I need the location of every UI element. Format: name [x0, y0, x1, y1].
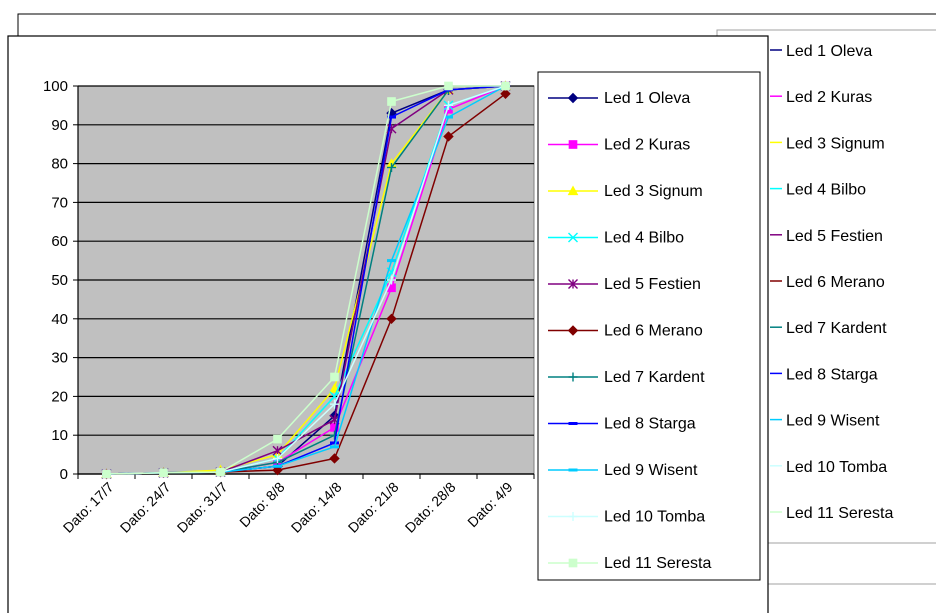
- data-point-led-6-merano: [443, 131, 454, 142]
- legend-label: Led 2 Kuras: [604, 137, 690, 154]
- data-point-led-5-festien: [272, 445, 283, 456]
- back-legend-item-led-9-wisent: Led 9 Wisent: [770, 413, 880, 430]
- y-tick-label: 50: [51, 272, 68, 289]
- back-legend-item-led-2-kuras: Led 2 Kuras: [770, 89, 872, 106]
- data-point-led-11-seresta: [444, 81, 453, 91]
- data-point-led-11-seresta: [330, 372, 339, 382]
- data-point-led-11-seresta: [387, 97, 396, 106]
- legend-label: Led 3 Signum: [604, 183, 703, 200]
- y-tick-label: 20: [51, 388, 68, 405]
- legend-box: [537, 71, 761, 581]
- data-point-led-10-tomba: [444, 100, 453, 110]
- legend-label: Led 8 Starga: [604, 416, 696, 433]
- back-legend-item-led-5-festien: Led 5 Festien: [770, 228, 883, 245]
- legend-label: Led 4 Bilbo: [604, 230, 684, 247]
- back-legend-label: Led 1 Oleva: [786, 43, 872, 60]
- legend-label: Led 6 Merano: [604, 323, 703, 340]
- data-point-led-10-tomba: [273, 453, 282, 463]
- series-group: [101, 80, 511, 480]
- back-legend-item-led-7-kardent: Led 7 Kardent: [770, 320, 887, 337]
- back-legend-label: Led 7 Kardent: [786, 320, 887, 337]
- y-tick-label: 10: [51, 427, 68, 444]
- legend-marker: [568, 372, 578, 382]
- back-legend-label: Led 6 Merano: [786, 274, 885, 291]
- data-point-led-6-merano: [386, 313, 397, 325]
- data-point-led-6-merano: [329, 453, 340, 464]
- back-legend-label: Led 2 Kuras: [786, 89, 872, 106]
- back-legend-item-led-1-oleva: Led 1 Oleva: [770, 43, 872, 60]
- data-point-led-10-tomba: [387, 275, 396, 285]
- data-point-led-8-starga: [330, 441, 339, 445]
- legend-item-led-4-bilbo: Led 4 Bilbo: [548, 230, 684, 247]
- back-legend: Led 1 Oleva Led 2 Kuras Led 3 Signum Led 4 …: [770, 43, 893, 522]
- data-point-led-10-tomba: [330, 399, 339, 409]
- back-legend-label: Led 4 Bilbo: [786, 182, 866, 199]
- legend-marker: [567, 185, 579, 196]
- legend-item-led-9-wisent: Led 9 Wisent: [548, 462, 698, 479]
- back-legend-label: Led 10 Tomba: [786, 459, 887, 476]
- data-point-led-11-seresta: [159, 468, 168, 478]
- back-legend-item-led-4-bilbo: Led 4 Bilbo: [770, 182, 866, 199]
- legend-marker: [568, 279, 578, 289]
- y-tick-label: 40: [51, 311, 68, 328]
- data-point-led-11-seresta: [273, 434, 282, 444]
- data-point-led-9-wisent: [387, 259, 396, 263]
- data-point-led-11-seresta: [501, 81, 510, 91]
- legend-item-led-10-tomba: Led 10 Tomba: [548, 509, 705, 526]
- data-point-led-6-merano: [500, 88, 511, 99]
- back-legend-item-led-11-seresta: Led 11 Seresta: [770, 505, 893, 522]
- data-point-led-9-wisent: [444, 115, 453, 119]
- y-tick-label: 80: [51, 156, 68, 173]
- back-legend-label: Led 11 Seresta: [786, 505, 893, 522]
- back-legend-label: Led 9 Wisent: [786, 413, 880, 430]
- y-tick-label: 30: [51, 350, 68, 367]
- legend-label: Led 10 Tomba: [604, 509, 705, 526]
- legend: Led 1 Oleva Led 2 Kuras Led 3 Signum Led 4 …: [548, 90, 711, 572]
- data-point-led-11-seresta: [216, 467, 225, 477]
- legend-label: Led 7 Kardent: [604, 369, 705, 386]
- legend-item-led-3-signum: Led 3 Signum: [548, 183, 703, 200]
- legend-marker: [568, 512, 578, 521]
- back-legend-label: Led 3 Signum: [786, 135, 885, 152]
- y-tick-label: 0: [60, 466, 68, 483]
- y-tick-label: 60: [51, 233, 68, 250]
- legend-item-led-6-merano: Led 6 Merano: [548, 323, 703, 340]
- back-legend-label: Led 8 Starga: [786, 366, 878, 383]
- back-legend-label: Led 5 Festien: [786, 228, 883, 245]
- legend-item-led-5-festien: Led 5 Festien: [548, 276, 701, 293]
- data-point-led-11-seresta: [102, 469, 111, 479]
- legend-marker: [568, 422, 578, 425]
- legend-marker: [567, 92, 579, 104]
- back-legend-item-led-3-signum: Led 3 Signum: [770, 135, 885, 152]
- y-axis: 0 10 20 30 40 50 60 70 80 90 100: [43, 78, 79, 483]
- legend-marker: [568, 232, 578, 243]
- legend-item-led-2-kuras: Led 2 Kuras: [548, 137, 690, 154]
- data-point-led-9-wisent: [330, 445, 339, 449]
- series-led-11-seresta: [102, 81, 510, 479]
- data-point-led-7-kardent: [387, 162, 396, 172]
- legend-item-led-1-oleva: Led 1 Oleva: [548, 90, 690, 107]
- legend-label: Led 11 Seresta: [604, 555, 711, 572]
- legend-marker: [568, 140, 578, 149]
- legend-marker: [568, 558, 578, 568]
- legend-item-led-11-seresta: Led 11 Seresta: [548, 555, 711, 572]
- back-legend-item-led-10-tomba: Led 10 Tomba: [770, 459, 887, 476]
- back-legend-item-led-6-merano: Led 6 Merano: [770, 274, 885, 291]
- legend-marker: [567, 325, 579, 336]
- y-tick-label: 100: [43, 78, 68, 95]
- legend-label: Led 9 Wisent: [604, 462, 698, 479]
- legend-item-led-8-starga: Led 8 Starga: [548, 416, 696, 433]
- data-point-led-6-merano: [272, 464, 283, 476]
- legend-item-led-7-kardent: Led 7 Kardent: [548, 369, 705, 386]
- legend-label: Led 1 Oleva: [604, 90, 690, 107]
- y-tick-label: 70: [51, 194, 68, 211]
- back-legend-item-led-8-starga: Led 8 Starga: [770, 366, 878, 383]
- data-point-led-8-starga: [387, 115, 396, 119]
- series-line-led-11-seresta: [106, 85, 506, 475]
- legend-label: Led 5 Festien: [604, 276, 701, 293]
- y-tick-label: 90: [51, 117, 68, 134]
- data-point-led-9-wisent: [273, 464, 282, 468]
- legend-marker: [568, 468, 578, 472]
